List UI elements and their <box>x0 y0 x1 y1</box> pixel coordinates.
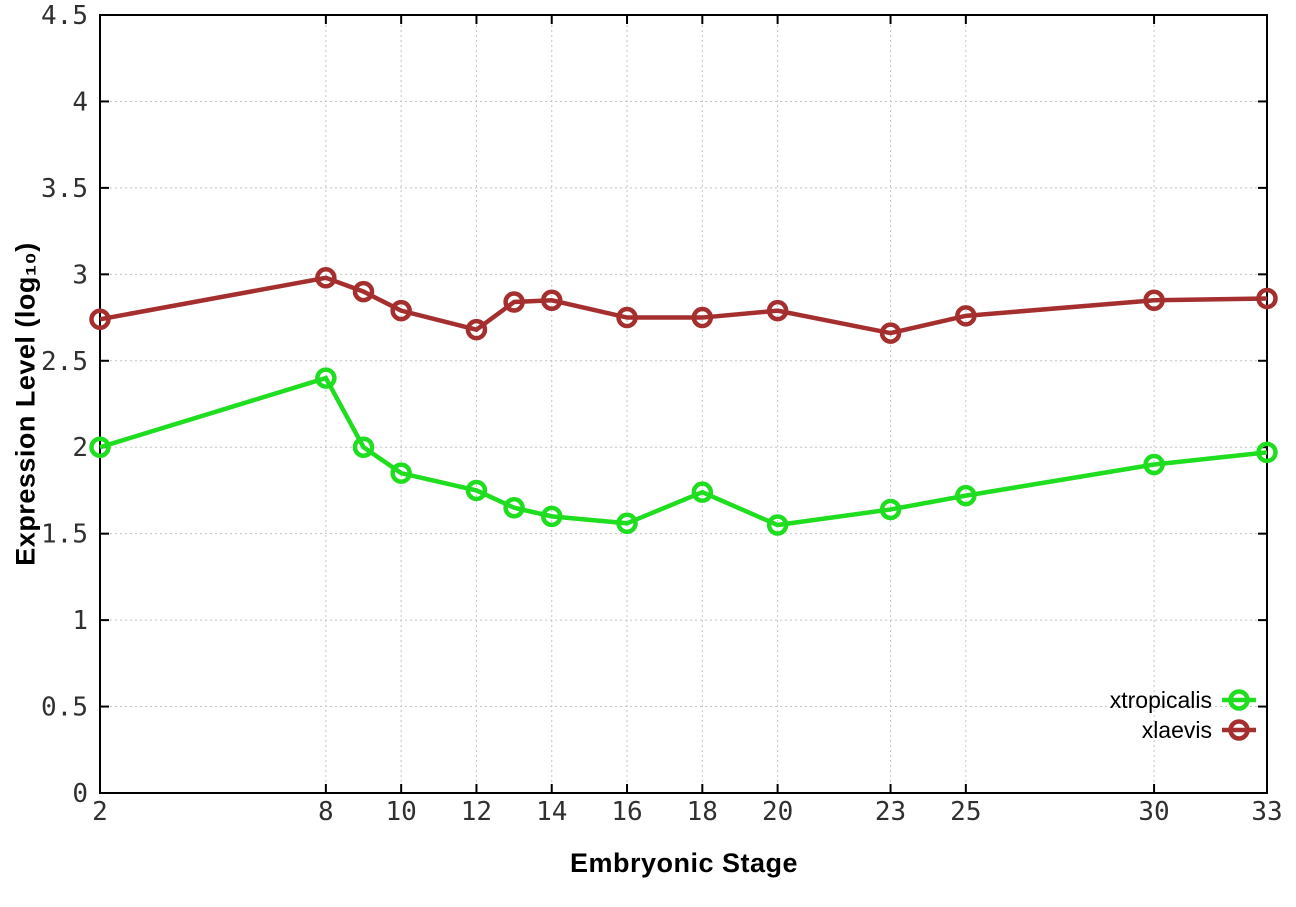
data-point-marker <box>766 514 789 536</box>
y-tick-label: 4 <box>72 87 88 117</box>
data-point-marker <box>503 496 525 519</box>
x-tick-label: 8 <box>318 797 334 827</box>
data-point-marker <box>465 479 488 502</box>
data-point-marker <box>315 367 337 389</box>
data-point-marker <box>540 505 563 528</box>
tick-labels: 0 0.5 1 1.5 2 2.5 3 3.5 4 4.5 2 8 10 12 14 16 18 20 23 25 30… <box>41 1 1283 827</box>
legend-point-sample <box>1228 719 1250 741</box>
data-point-marker <box>879 498 902 521</box>
x-tick-label: 2 <box>92 797 108 827</box>
data-point-marker <box>1143 453 1165 476</box>
x-tick-label: 30 <box>1138 797 1169 827</box>
y-tick-label: 1.5 <box>41 520 88 550</box>
data-point-marker <box>879 322 902 344</box>
data-point-marker <box>465 318 488 341</box>
x-tick-label: 14 <box>536 797 567 827</box>
x-tick-label: 20 <box>762 797 793 827</box>
y-axis-title: Expression Level (log₁₀) <box>10 242 41 566</box>
data-point-marker <box>390 462 412 484</box>
data-point-marker <box>390 299 412 322</box>
legend-label: xtropicalis <box>1110 687 1212 713</box>
plot-border <box>99 14 1268 794</box>
y-tick-label: 4.5 <box>41 1 88 31</box>
data-point-marker <box>540 289 563 312</box>
series-line <box>99 375 1268 528</box>
y-tick-label: 2.5 <box>41 347 88 377</box>
data-point-marker <box>315 267 337 289</box>
y-tick-label: 1 <box>72 606 88 636</box>
y-tick-label: 3.5 <box>41 174 88 204</box>
legend-marker <box>1222 719 1256 741</box>
data-point-marker <box>1256 287 1278 310</box>
y-tick-label: 3 <box>72 260 88 290</box>
legend-label: xlaevis <box>1142 717 1212 743</box>
x-tick-label: 16 <box>611 797 642 827</box>
data-point-marker <box>955 484 977 507</box>
data-point-marker <box>89 436 111 458</box>
data-point-marker <box>691 306 714 329</box>
x-tick-label: 12 <box>461 797 492 827</box>
axes <box>99 14 1268 794</box>
y-tick-label: 0 <box>72 779 88 809</box>
data-point-marker <box>766 299 789 322</box>
legend: xtropicalis xlaevis <box>1110 687 1256 743</box>
x-tick-label: 23 <box>875 797 906 827</box>
legend-marker <box>1222 689 1256 711</box>
data-point-marker <box>616 306 638 329</box>
x-tick-label: 18 <box>687 797 718 827</box>
x-tick-label: 33 <box>1251 797 1282 827</box>
series-xlaevis <box>89 267 1278 344</box>
data-point-marker <box>955 305 977 327</box>
series-xtropicalis <box>89 367 1278 536</box>
data-point-marker <box>503 291 525 313</box>
x-tick-label: 25 <box>950 797 981 827</box>
data-point-marker <box>616 512 638 535</box>
data-point-marker <box>352 436 375 458</box>
series-line <box>99 275 1268 336</box>
y-tick-label: 2 <box>72 433 88 463</box>
data-point-marker <box>352 280 375 303</box>
gridlines <box>100 15 1267 793</box>
legend-point-sample <box>1228 689 1250 711</box>
x-axis-title: Embryonic Stage <box>569 848 799 878</box>
x-tick-label: 10 <box>386 797 417 827</box>
data-point-marker <box>691 481 714 503</box>
data-point-marker <box>89 308 111 331</box>
data-point-marker <box>1143 289 1165 312</box>
data-point-marker <box>1256 441 1278 464</box>
y-tick-label: 0.5 <box>41 693 88 723</box>
